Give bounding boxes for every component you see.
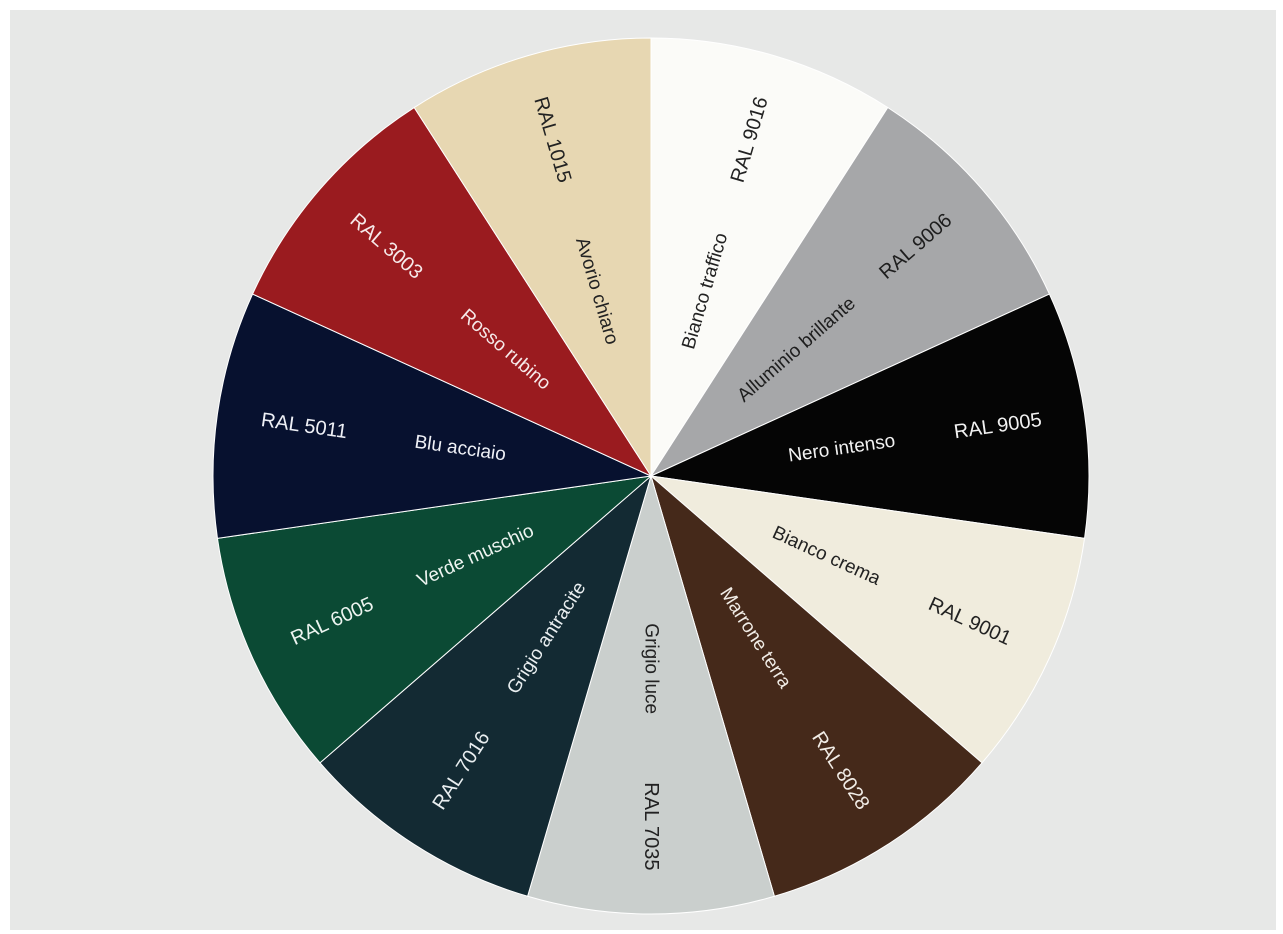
segment-name-ral-7035: Grigio luce [641,623,662,714]
color-chart-panel: Bianco traffico RAL 9016 Alluminio brillan… [10,10,1276,930]
segment-ral-9006 [649,106,1051,478]
segment-ral-9005 [649,293,1090,539]
segment-ral-5011 [212,293,653,539]
segment-ral-7035 [526,474,776,915]
segment-ral-9016 [650,37,889,478]
segment-ral-8028 [650,474,983,897]
segment-ral-3003 [251,106,653,478]
segment-ral-7016 [319,474,652,897]
segment-ral-9001 [649,475,1086,764]
segment-ral-6005 [216,475,653,764]
segment-code-ral-7035: RAL 7035 [640,782,662,870]
segment-ral-1015 [413,37,652,478]
